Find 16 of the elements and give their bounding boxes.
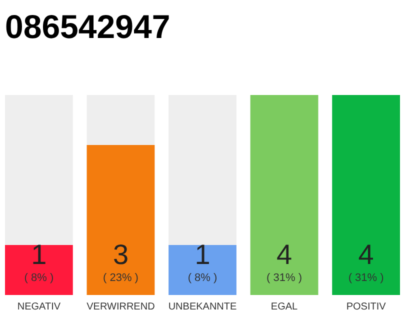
annotation: ( 31% ) xyxy=(266,272,302,284)
data-label: 1 xyxy=(194,239,210,270)
annotation: ( 23% ) xyxy=(102,272,138,284)
x-tick-label: VERWIRREND xyxy=(86,302,155,312)
annotation: ( 8% ) xyxy=(24,272,54,284)
annotation: ( 31% ) xyxy=(348,272,384,284)
annotation: ( 8% ) xyxy=(188,272,218,284)
chart-title: 086542947 xyxy=(5,8,170,45)
x-tick-label: NEGATIV xyxy=(17,302,61,312)
x-tick-label: POSITIV xyxy=(346,302,386,312)
data-label: 3 xyxy=(112,239,129,270)
data-label: 4 xyxy=(276,239,292,270)
data-label: 1 xyxy=(31,239,47,270)
x-tick-label: UNBEKANNTE xyxy=(168,302,237,312)
data-label: 4 xyxy=(358,239,374,270)
x-tick-label: EGAL xyxy=(270,302,298,312)
